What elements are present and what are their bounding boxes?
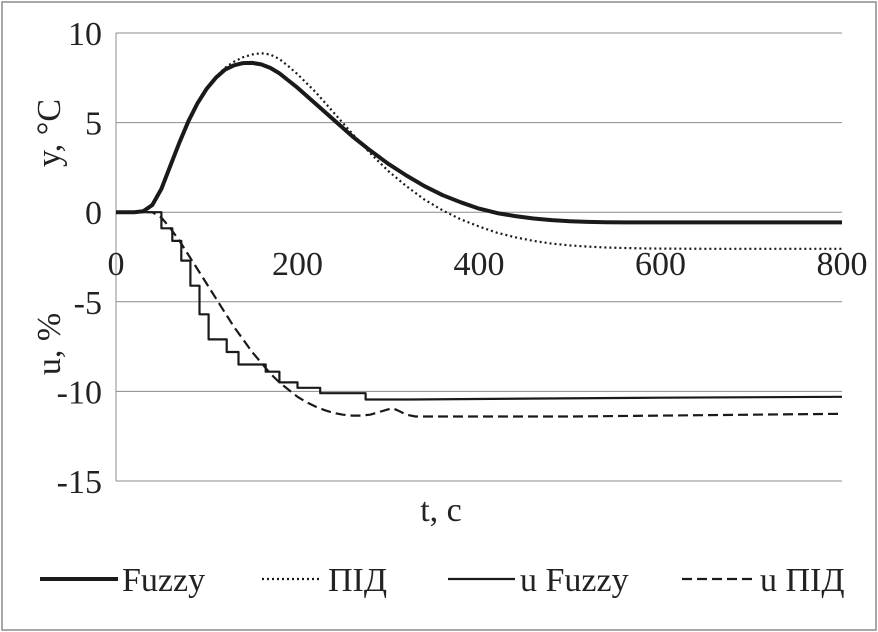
y-tick-label: -5 (74, 285, 102, 322)
series-layer (116, 52, 843, 418)
grid-layer (115, 32, 842, 482)
y-tick-label: 5 (85, 106, 102, 143)
legend-label-2: ПІД (328, 562, 387, 599)
series-line-1 (116, 60, 842, 225)
y-tick-label: 10 (68, 16, 102, 53)
x-tick-label: 400 (454, 246, 505, 283)
y-tick-label: 0 (85, 195, 102, 232)
y-axis-title-bottom: u, % (31, 313, 68, 375)
x-tick-label: 0 (108, 246, 125, 283)
legend-label-4: u ПІД (760, 562, 845, 599)
x-tick-label: 200 (272, 246, 323, 283)
legend: Fuzzy ПІД u Fuzzy u ПІД (40, 562, 845, 599)
x-tick-label: 800 (817, 246, 868, 283)
y-axis-title-top: y, °C (31, 99, 68, 167)
y-tick-label: -10 (57, 374, 102, 411)
series-line-3 (116, 211, 843, 401)
legend-label-1: Fuzzy (122, 562, 205, 599)
x-axis-title: t, c (420, 492, 462, 529)
x-tick-label: 600 (635, 246, 686, 283)
series-line-4 (116, 211, 843, 418)
legend-label-3: u Fuzzy (520, 562, 629, 599)
y-tick-label: -15 (57, 464, 102, 501)
